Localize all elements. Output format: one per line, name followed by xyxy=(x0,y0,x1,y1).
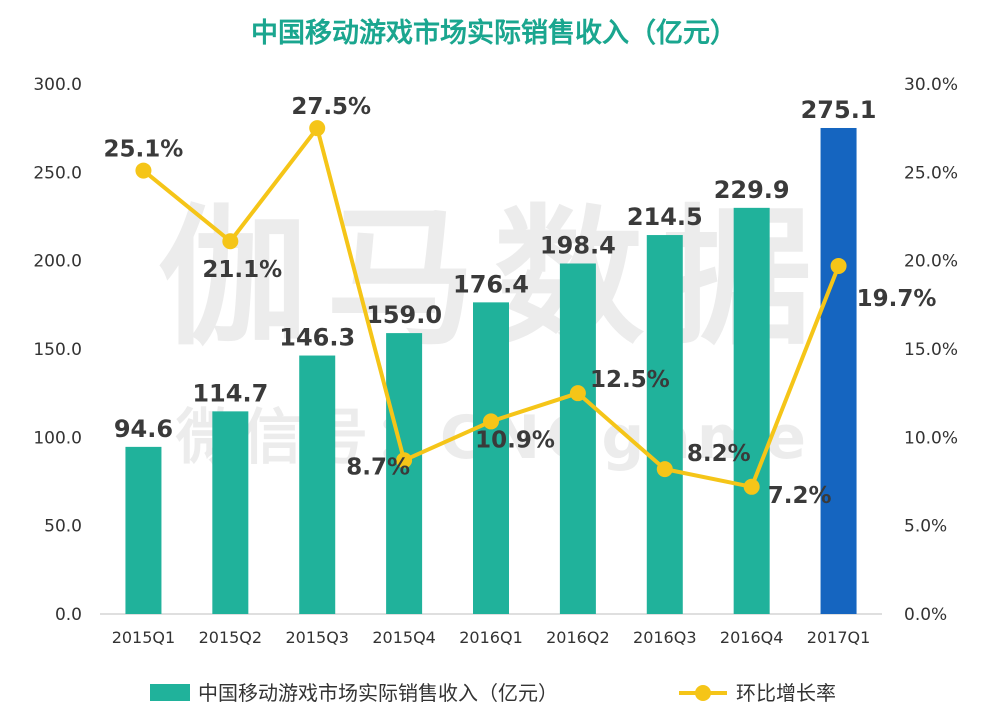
x-tick-label: 2015Q1 xyxy=(112,628,176,647)
x-tick-label: 2015Q4 xyxy=(372,628,436,647)
x-tick-label: 2015Q3 xyxy=(285,628,349,647)
y-left-tick-label: 250.0 xyxy=(33,163,82,183)
y-left-tick-label: 200.0 xyxy=(33,252,82,272)
growth-point xyxy=(743,478,760,495)
y-left-tick-label: 150.0 xyxy=(33,340,82,360)
bar xyxy=(125,446,162,614)
bar-value-label: 146.3 xyxy=(279,324,355,352)
growth-value-label: 19.7% xyxy=(857,286,937,312)
growth-point xyxy=(569,385,586,402)
legend-bar-swatch xyxy=(150,684,190,701)
bar xyxy=(386,333,423,614)
x-tick-label: 2016Q1 xyxy=(459,628,523,647)
growth-point xyxy=(222,233,239,250)
bar-value-label: 229.9 xyxy=(714,176,790,204)
legend-line-marker xyxy=(695,685,711,701)
growth-value-label: 12.5% xyxy=(590,367,670,393)
x-tick-label: 2015Q2 xyxy=(199,628,263,647)
bar-value-label: 159.0 xyxy=(366,301,442,329)
y-left-tick-label: 0.0 xyxy=(55,605,82,625)
y-right-tick-label: 20.0% xyxy=(904,252,958,272)
y-right-tick-label: 5.0% xyxy=(904,517,947,537)
bar xyxy=(212,411,249,614)
bar-value-label: 275.1 xyxy=(801,96,877,124)
bar-value-label: 198.4 xyxy=(540,231,616,259)
growth-value-label: 8.7% xyxy=(346,454,410,480)
growth-point xyxy=(483,413,499,430)
growth-point xyxy=(830,257,847,274)
bar-value-label: 176.4 xyxy=(453,270,529,298)
x-tick-label: 2016Q4 xyxy=(720,628,784,647)
growth-value-label: 7.2% xyxy=(768,483,832,509)
growth-value-label: 8.2% xyxy=(687,441,751,467)
bar xyxy=(646,235,683,615)
y-left-tick-label: 300.0 xyxy=(33,75,82,95)
y-right-tick-label: 30.0% xyxy=(904,75,958,95)
legend-bar-label: 中国移动游戏市场实际销售收入（亿元） xyxy=(198,681,558,705)
x-tick-label: 2016Q2 xyxy=(546,628,610,647)
bar-value-label: 214.5 xyxy=(627,203,703,231)
growth-value-label: 21.1% xyxy=(202,257,282,283)
bar-value-label: 114.7 xyxy=(192,379,268,407)
x-tick-label: 2017Q1 xyxy=(807,628,871,647)
legend-line-label: 环比增长率 xyxy=(736,681,836,705)
growth-value-label: 10.9% xyxy=(475,427,555,453)
bar xyxy=(559,263,596,614)
y-right-tick-label: 25.0% xyxy=(904,163,958,183)
growth-point xyxy=(396,452,413,469)
growth-value-label: 25.1% xyxy=(104,137,184,163)
y-right-tick-label: 10.0% xyxy=(904,428,958,448)
y-right-tick-label: 0.0% xyxy=(904,605,947,625)
bar xyxy=(299,355,336,614)
bar xyxy=(820,127,857,615)
y-left-tick-label: 100.0 xyxy=(33,428,82,448)
bar xyxy=(473,302,509,614)
growth-point xyxy=(135,162,152,179)
bar-value-label: 94.6 xyxy=(114,415,173,443)
chart-title: 中国移动游戏市场实际销售收入（亿元） xyxy=(251,17,737,49)
growth-value-label: 27.5% xyxy=(291,94,371,120)
bar xyxy=(733,207,770,615)
x-tick-label: 2016Q3 xyxy=(633,628,697,647)
growth-point xyxy=(309,120,326,137)
growth-point xyxy=(656,461,673,478)
y-right-tick-label: 15.0% xyxy=(904,340,958,360)
y-left-tick-label: 50.0 xyxy=(44,517,82,537)
